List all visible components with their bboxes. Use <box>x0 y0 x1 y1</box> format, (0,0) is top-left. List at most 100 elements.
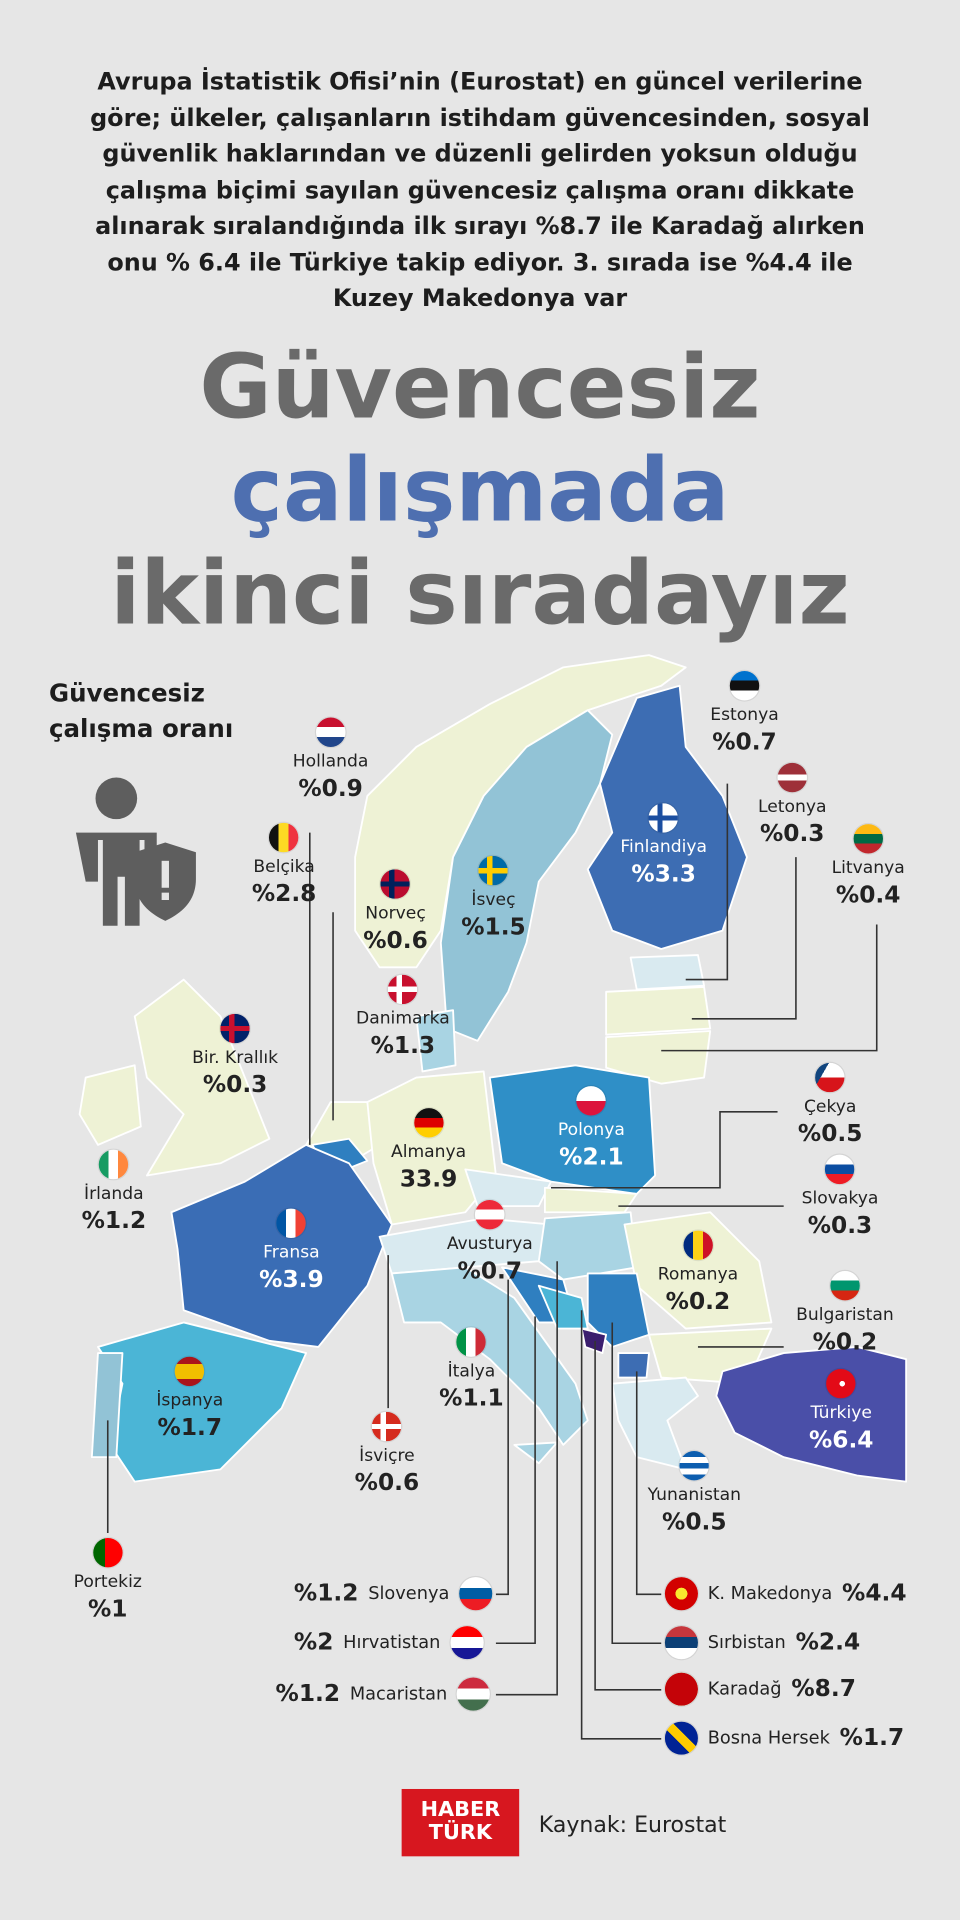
flag <box>648 803 679 833</box>
legend-line: Güvencesiz <box>48 678 205 708</box>
bosnia <box>537 1284 589 1330</box>
intro-line: alınarak sıralandığında ilk sırayı %8.7 … <box>95 211 865 241</box>
flag <box>276 1208 307 1238</box>
country-label: Yunanistan %0.5 <box>648 1451 741 1538</box>
country-label: İtalya %1.1 <box>439 1327 504 1414</box>
country-name: Bulgaristan <box>796 1305 894 1325</box>
country-label: Norveç %0.6 <box>363 869 428 956</box>
country-name: İspanya <box>156 1391 224 1411</box>
intro-line: göre; ülkeler, çalışanların istihdam güv… <box>90 103 870 132</box>
country-value: %3.3 <box>631 860 696 888</box>
country-label: Danimarka %1.3 <box>355 974 450 1062</box>
leader-line <box>611 1322 662 1645</box>
country-name: Letonya <box>757 797 827 817</box>
country-value: %4.4 <box>842 1579 907 1607</box>
country-value: %0.6 <box>354 1469 420 1497</box>
country-row: K. Makedonya %4.4 <box>664 1577 907 1611</box>
legend-line: çalışma oranı <box>48 713 234 744</box>
worker-icon <box>75 777 196 926</box>
logo: HABER TÜRK <box>401 1788 520 1857</box>
flag <box>459 1577 493 1611</box>
turkey <box>715 1346 908 1483</box>
country-value: %3.9 <box>259 1266 324 1294</box>
country-label: İsviçre %0.6 <box>354 1411 420 1499</box>
country-value: %1.2 <box>81 1207 147 1235</box>
latvia <box>605 986 712 1036</box>
country-name: Hollanda <box>292 751 369 772</box>
country-value: %1.2 <box>275 1680 341 1707</box>
intro-line: güvenlik haklarından ve düzenli gelirden… <box>102 139 858 168</box>
flag <box>664 1672 698 1706</box>
country-label: İspanya %1.7 <box>156 1356 224 1444</box>
flag <box>269 822 299 853</box>
country-name: Finlandiya <box>620 837 708 858</box>
flag <box>815 1062 845 1093</box>
country-value: %1.5 <box>461 913 526 941</box>
country-label: Slovakya %0.3 <box>802 1154 878 1242</box>
country-value: %0.6 <box>363 926 428 954</box>
flag <box>372 1411 402 1442</box>
country-name: Bosna Hersek <box>707 1728 830 1748</box>
country-row: Bosna Hersek %1.7 <box>664 1721 904 1755</box>
flag <box>175 1356 205 1387</box>
leader-line <box>685 783 729 981</box>
country-value: %0.9 <box>298 775 363 803</box>
country-row: Karadağ %8.7 <box>664 1672 856 1706</box>
flag <box>664 1577 698 1611</box>
leader-line <box>661 924 878 1052</box>
leader-line <box>495 1279 509 1596</box>
country-value: %0.7 <box>457 1257 523 1285</box>
country-name: Belçika <box>253 857 315 877</box>
flag <box>825 1154 855 1185</box>
country-name: Çekya <box>803 1097 857 1117</box>
flag <box>679 1451 709 1481</box>
flag <box>413 1108 444 1138</box>
country-label: Letonya %0.3 <box>757 762 827 850</box>
country-value: %0.4 <box>835 881 901 909</box>
country-label: İrlanda %1.2 <box>81 1149 147 1237</box>
flag <box>853 824 883 854</box>
country-name: Norveç <box>365 903 426 924</box>
intro-line: Avrupa İstatistik Ofisi’nin (Eurostat) e… <box>97 67 863 96</box>
montenegro <box>580 1327 608 1354</box>
flag <box>93 1537 123 1568</box>
country-label: Türkiye %6.4 <box>809 1368 873 1456</box>
north-macedonia <box>617 1352 650 1379</box>
country-name: Sırbistan <box>707 1632 786 1653</box>
country-label: Romanya %0.2 <box>658 1230 738 1318</box>
source: Kaynak: Eurostat <box>538 1812 727 1838</box>
country-value: %2.4 <box>795 1628 861 1656</box>
flag <box>456 1327 487 1357</box>
country-label: Polonya %2.1 <box>558 1086 625 1173</box>
country-value: %0.7 <box>712 728 777 756</box>
country-row: Sırbistan %2.4 <box>664 1626 861 1660</box>
country-name: İsveç <box>471 890 516 910</box>
country-value: %1.2 <box>293 1579 359 1607</box>
leader-line <box>495 1261 558 1696</box>
country-name: Danimarka <box>355 1008 450 1029</box>
leader-line <box>495 1316 536 1645</box>
denmark <box>415 1009 457 1073</box>
intro-line: çalışma biçimi sayılan güvencesiz çalışm… <box>105 175 855 204</box>
country-value: %0.3 <box>759 820 825 848</box>
flag <box>475 1200 505 1230</box>
country-name: Yunanistan <box>647 1485 741 1505</box>
country-value: %0.3 <box>202 1071 268 1099</box>
country-value: 33.9 <box>399 1165 458 1193</box>
country-label: Çekya %0.5 <box>798 1062 862 1150</box>
country-name: Almanya <box>390 1142 467 1163</box>
country-name: K. Makedonya <box>707 1583 833 1604</box>
serbia <box>586 1272 650 1348</box>
country-name: İtalya <box>447 1361 496 1382</box>
france <box>170 1143 393 1348</box>
country-value: %0.2 <box>665 1288 731 1316</box>
intro-line: onu % 6.4 ile Türkiye takip ediyor. 3. s… <box>107 247 853 277</box>
hungary <box>537 1211 638 1281</box>
flag <box>777 762 807 793</box>
country-value: %1.1 <box>439 1384 504 1412</box>
country-row: %1.2 Macaristan <box>275 1677 491 1711</box>
country-label: Finlandiya %3.3 <box>620 803 707 890</box>
country-name: Bir. Krallık <box>192 1048 279 1068</box>
flag <box>683 1230 713 1261</box>
